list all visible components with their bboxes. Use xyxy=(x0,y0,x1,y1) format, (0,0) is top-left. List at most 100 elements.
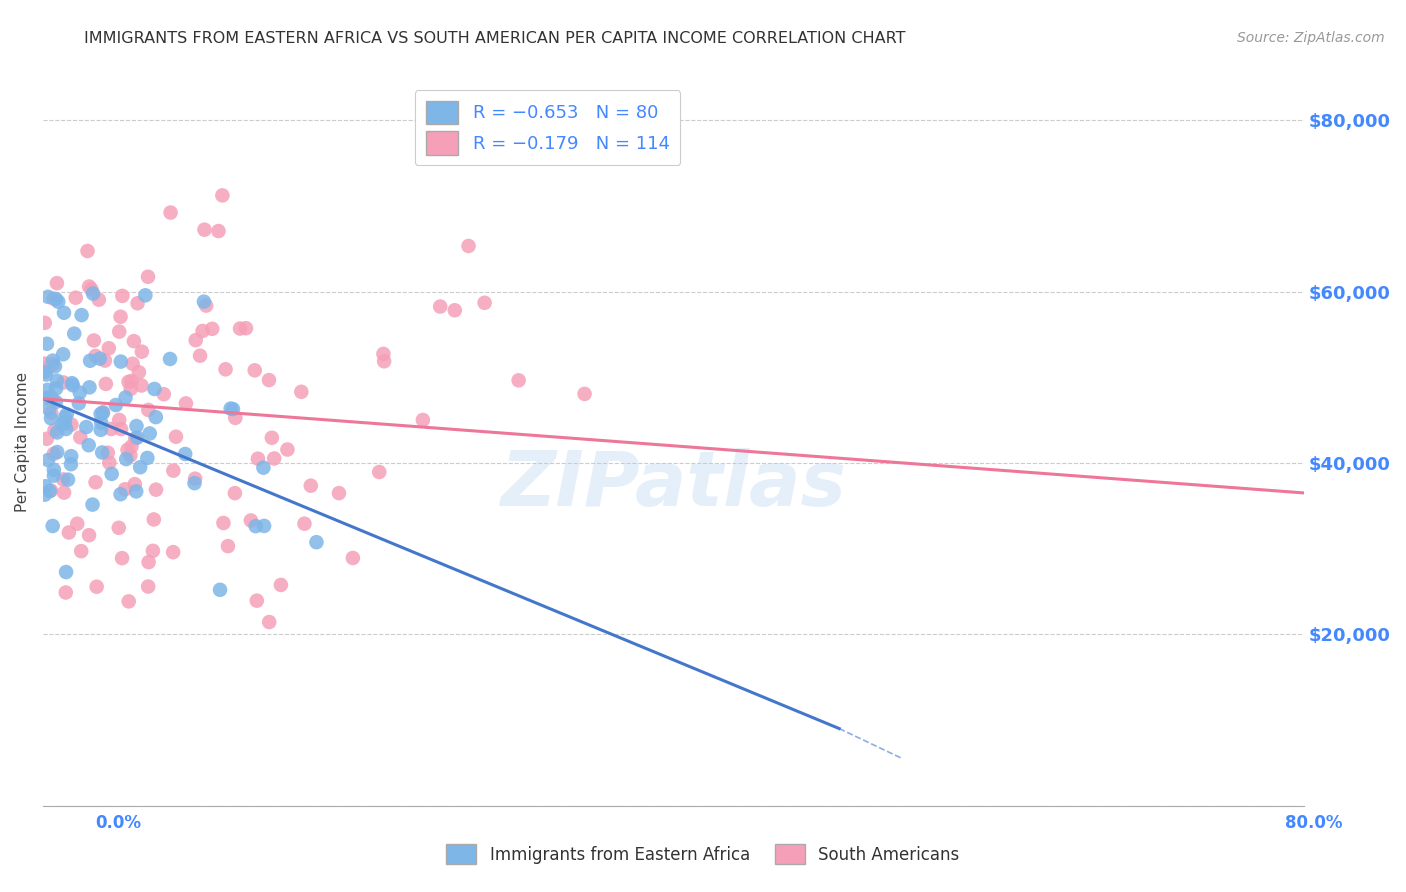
Point xyxy=(91,445,114,459)
Point xyxy=(67,396,90,410)
Point xyxy=(53,416,76,430)
Point xyxy=(60,376,83,391)
Point xyxy=(97,341,120,355)
Point xyxy=(142,544,165,558)
Point xyxy=(188,349,211,363)
Point xyxy=(165,430,187,444)
Point xyxy=(52,347,75,361)
Point xyxy=(229,321,252,335)
Point xyxy=(58,525,80,540)
Point xyxy=(35,336,58,351)
Point xyxy=(37,290,59,304)
Point xyxy=(124,477,146,491)
Point xyxy=(125,419,148,434)
Point xyxy=(214,362,236,376)
Point xyxy=(138,426,160,441)
Point xyxy=(53,306,76,320)
Point xyxy=(55,565,77,579)
Point xyxy=(37,453,59,467)
Point xyxy=(193,294,215,309)
Point xyxy=(100,422,122,436)
Point xyxy=(276,442,298,457)
Point xyxy=(45,395,67,409)
Point xyxy=(246,451,269,466)
Point xyxy=(39,411,62,425)
Text: Source: ZipAtlas.com: Source: ZipAtlas.com xyxy=(1237,31,1385,45)
Point xyxy=(110,310,132,324)
Point xyxy=(110,354,132,368)
Point xyxy=(100,467,122,481)
Point xyxy=(162,545,184,559)
Point xyxy=(117,442,139,457)
Point xyxy=(39,483,62,498)
Point xyxy=(34,479,56,493)
Point xyxy=(217,539,239,553)
Point xyxy=(55,422,77,436)
Point xyxy=(143,382,166,396)
Point xyxy=(91,406,114,420)
Point xyxy=(136,269,159,284)
Point xyxy=(474,295,496,310)
Point xyxy=(44,359,66,374)
Point xyxy=(114,391,136,405)
Point xyxy=(246,593,269,607)
Point xyxy=(89,351,111,366)
Point xyxy=(252,460,274,475)
Point xyxy=(412,413,434,427)
Point xyxy=(128,365,150,379)
Point xyxy=(94,376,117,391)
Point xyxy=(69,385,91,400)
Point xyxy=(159,205,181,219)
Point xyxy=(46,294,69,309)
Point xyxy=(294,516,316,531)
Point xyxy=(222,402,245,417)
Text: IMMIGRANTS FROM EASTERN AFRICA VS SOUTH AMERICAN PER CAPITA INCOME CORRELATION C: IMMIGRANTS FROM EASTERN AFRICA VS SOUTH … xyxy=(84,31,905,46)
Point xyxy=(55,585,77,599)
Point xyxy=(183,476,205,491)
Point xyxy=(191,324,214,338)
Point xyxy=(98,456,121,470)
Point xyxy=(243,363,266,377)
Point xyxy=(46,445,69,459)
Point xyxy=(174,396,197,410)
Point xyxy=(90,416,112,430)
Point xyxy=(42,292,65,306)
Point xyxy=(117,375,139,389)
Point xyxy=(373,347,395,361)
Point xyxy=(51,417,73,431)
Point xyxy=(79,380,101,394)
Point xyxy=(35,432,58,446)
Point xyxy=(120,382,142,396)
Point xyxy=(195,299,218,313)
Point xyxy=(159,351,181,366)
Point xyxy=(41,391,63,405)
Point xyxy=(145,410,167,425)
Point xyxy=(207,224,229,238)
Point xyxy=(125,484,148,499)
Point xyxy=(86,580,108,594)
Point xyxy=(120,374,142,388)
Point xyxy=(41,519,63,533)
Point xyxy=(87,293,110,307)
Point xyxy=(224,410,246,425)
Point xyxy=(70,308,93,322)
Point xyxy=(80,282,103,296)
Point xyxy=(131,344,153,359)
Point xyxy=(115,452,138,467)
Point xyxy=(42,463,65,477)
Text: 80.0%: 80.0% xyxy=(1285,814,1343,831)
Point xyxy=(53,410,76,425)
Point xyxy=(34,488,56,502)
Y-axis label: Per Capita Income: Per Capita Income xyxy=(15,371,30,512)
Point xyxy=(257,373,280,387)
Point xyxy=(193,222,215,236)
Point xyxy=(97,446,120,460)
Point xyxy=(219,401,242,416)
Point xyxy=(257,615,280,629)
Point xyxy=(110,487,132,501)
Point xyxy=(77,279,100,293)
Point xyxy=(136,403,159,417)
Point xyxy=(45,276,67,290)
Point xyxy=(118,594,141,608)
Point xyxy=(42,447,65,461)
